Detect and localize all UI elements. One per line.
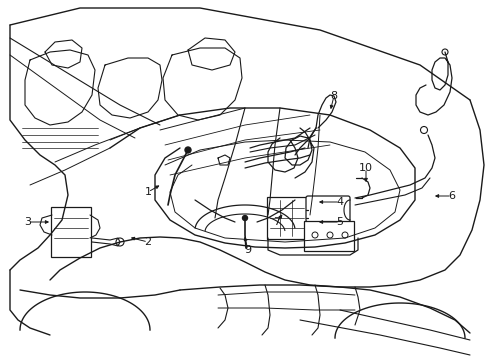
FancyBboxPatch shape xyxy=(51,207,91,257)
Text: 8: 8 xyxy=(330,91,337,101)
Text: 1: 1 xyxy=(144,187,151,197)
Text: 6: 6 xyxy=(447,191,454,201)
Text: 10: 10 xyxy=(358,163,372,173)
Circle shape xyxy=(184,147,191,153)
Circle shape xyxy=(242,216,247,220)
Text: 9: 9 xyxy=(244,245,251,255)
Text: 2: 2 xyxy=(144,237,151,247)
Text: 4: 4 xyxy=(336,197,343,207)
FancyBboxPatch shape xyxy=(305,196,349,222)
Text: 7: 7 xyxy=(273,217,280,227)
Text: 3: 3 xyxy=(24,217,31,227)
FancyBboxPatch shape xyxy=(304,221,353,251)
FancyBboxPatch shape xyxy=(266,197,306,239)
Text: 5: 5 xyxy=(336,217,343,227)
